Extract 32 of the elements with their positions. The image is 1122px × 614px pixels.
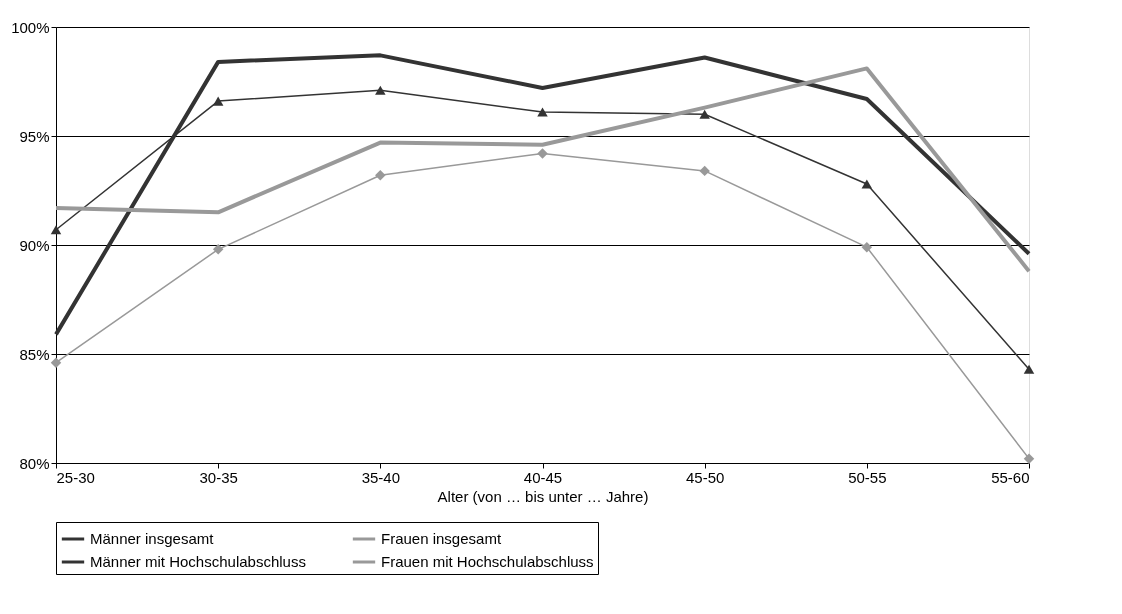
- x-tick-label: 45-50: [685, 468, 725, 486]
- point: [699, 109, 710, 119]
- legend-label: Männer insgesamt: [90, 530, 215, 547]
- y-tick-label: 85%: [19, 345, 50, 363]
- x-tick-label: 55-60: [991, 468, 1030, 486]
- x-axis-title: Alter (von … bis unter … Jahre): [437, 487, 649, 505]
- point: [212, 96, 224, 106]
- legend-label: Männer mit Hochschulabschluss: [90, 553, 306, 570]
- point: [699, 165, 710, 177]
- y-tick-label: 95%: [19, 127, 50, 145]
- point: [861, 241, 873, 253]
- x-tick-label: 50-55: [848, 468, 887, 486]
- point: [537, 148, 548, 159]
- y-tick-label: 90%: [19, 236, 50, 254]
- point: [861, 179, 873, 189]
- line-series: [54, 66, 1031, 274]
- point: [537, 107, 548, 117]
- point: [50, 225, 62, 235]
- y-tick-label: 100%: [11, 18, 50, 36]
- x-tick-label: 40-45: [523, 468, 563, 486]
- point: [1023, 453, 1035, 464]
- x-tick-label: 25-30: [56, 468, 95, 486]
- x-tick-label: 30-35: [199, 468, 238, 486]
- legend-label: Frauen insgesamt: [381, 530, 502, 547]
- y-tick-label: 80%: [19, 454, 50, 472]
- x-tick-label: 35-40: [361, 468, 401, 486]
- point: [375, 170, 386, 181]
- point: [212, 244, 224, 255]
- point: [1023, 364, 1035, 374]
- point: [50, 357, 62, 368]
- legend-label: Frauen mit Hochschulabschluss: [381, 553, 594, 570]
- point: [375, 85, 386, 95]
